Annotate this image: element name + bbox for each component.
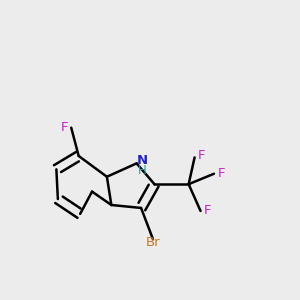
Text: F: F <box>218 167 226 180</box>
Text: F: F <box>204 204 212 218</box>
Text: Br: Br <box>146 236 160 249</box>
Text: N: N <box>136 154 148 167</box>
Text: F: F <box>61 121 68 134</box>
Text: H: H <box>138 164 146 177</box>
Text: F: F <box>197 149 205 162</box>
